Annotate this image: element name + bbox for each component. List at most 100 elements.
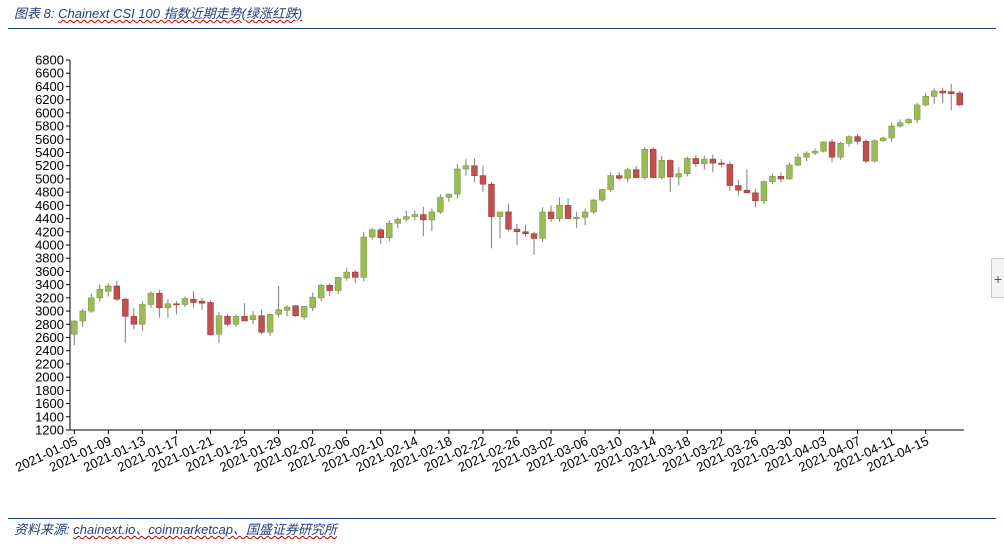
- candle-up: [403, 216, 410, 220]
- title-divider: [8, 28, 996, 29]
- candle-up: [275, 309, 282, 315]
- candle-up: [769, 175, 776, 182]
- candle-up: [343, 271, 350, 279]
- source-text: chainext.io、coinmarketcap、国盛证券研究所: [73, 522, 337, 537]
- candle-up: [888, 125, 895, 139]
- y-tick-label: 3800: [35, 251, 64, 266]
- candle-down: [156, 292, 163, 309]
- candle-up: [88, 297, 95, 312]
- candle-down: [258, 315, 265, 333]
- y-tick-label: 1800: [35, 383, 64, 398]
- expand-plus-button[interactable]: +: [991, 258, 1004, 298]
- candle-up: [701, 158, 708, 165]
- candle-down: [564, 205, 572, 219]
- candlestick-chart: 1200140016001800200022002400260028003000…: [13, 53, 964, 475]
- candle-up: [539, 211, 546, 239]
- y-tick-label: 6600: [35, 66, 64, 81]
- candle-up: [105, 285, 112, 292]
- candle-down: [743, 189, 751, 194]
- candle-down: [777, 175, 785, 180]
- y-tick-label: 5000: [35, 171, 64, 186]
- candle-down: [522, 231, 529, 235]
- candle-down: [692, 158, 699, 165]
- candle-up: [147, 292, 155, 305]
- y-tick-label: 2600: [35, 330, 64, 345]
- candle-down: [667, 160, 674, 178]
- candle-down: [547, 211, 555, 219]
- source-note: 资料来源: chainext.io、coinmarketcap、国盛证券研究所: [14, 519, 337, 538]
- candle-down: [735, 185, 742, 191]
- y-tick-label: 5800: [35, 119, 64, 134]
- candle-up: [411, 214, 419, 217]
- candle-up: [360, 236, 367, 278]
- candle-down: [479, 175, 487, 185]
- candle-up: [922, 96, 929, 106]
- candle-up: [556, 205, 563, 219]
- candle-up: [871, 140, 878, 162]
- candle-up: [581, 211, 589, 218]
- candle-up: [820, 141, 827, 152]
- candle-down: [513, 228, 521, 233]
- y-tick-label: 2200: [35, 356, 64, 371]
- candle-up: [309, 296, 316, 309]
- y-tick-label: 3600: [35, 264, 64, 279]
- candle-up: [598, 189, 606, 201]
- candle-down: [726, 164, 734, 186]
- candle-down: [326, 285, 333, 291]
- candle-up: [394, 218, 401, 224]
- candle-up: [300, 306, 308, 318]
- y-tick-label: 6400: [35, 79, 64, 94]
- y-tick-label: 4000: [35, 238, 64, 253]
- y-tick-label: 4400: [35, 211, 64, 226]
- candle-down: [224, 316, 231, 325]
- candle-up: [317, 285, 325, 299]
- candle-down: [956, 92, 963, 106]
- candle-up: [760, 181, 768, 202]
- candle-down: [292, 305, 299, 316]
- candle-up: [607, 175, 614, 190]
- plus-icon: +: [993, 271, 1003, 287]
- candle-up: [249, 315, 257, 320]
- y-tick-label: 5200: [35, 158, 64, 173]
- figure-title-prefix: 图表 8:: [14, 6, 55, 21]
- candle-up: [624, 169, 631, 179]
- candle-up: [811, 150, 819, 154]
- candle-down: [471, 165, 478, 176]
- candle-up: [181, 298, 189, 305]
- candle-up: [139, 304, 146, 325]
- y-tick-label: 6200: [35, 92, 64, 107]
- candle-down: [130, 316, 138, 325]
- y-tick-label: 5600: [35, 132, 64, 147]
- candle-up: [164, 303, 172, 309]
- candle-down: [207, 302, 214, 336]
- candle-up: [215, 315, 223, 335]
- y-tick-label: 3400: [35, 277, 64, 292]
- candle-down: [828, 141, 836, 158]
- candle-up: [879, 137, 887, 141]
- candle-up: [71, 320, 78, 335]
- y-tick-label: 1400: [35, 409, 64, 424]
- candle-down: [198, 300, 206, 304]
- y-tick-label: 6800: [35, 53, 64, 68]
- y-tick-label: 4800: [35, 185, 64, 200]
- candle-down: [122, 298, 129, 317]
- y-tick-label: 5400: [35, 145, 64, 160]
- candle-up: [641, 148, 648, 178]
- candle-down: [505, 211, 512, 230]
- candle-down: [650, 148, 657, 178]
- y-tick-label: 4600: [35, 198, 64, 213]
- candle-up: [684, 158, 691, 174]
- candle-up: [79, 310, 86, 322]
- candle-up: [496, 211, 504, 217]
- y-tick-label: 1600: [35, 396, 64, 411]
- candle-up: [462, 165, 470, 170]
- candle-down: [113, 285, 121, 300]
- candle-down: [709, 158, 717, 164]
- candle-up: [445, 193, 453, 198]
- candle-down: [939, 90, 946, 94]
- candle-up: [283, 306, 291, 311]
- candle-down: [352, 271, 359, 278]
- candle-up: [913, 104, 921, 120]
- source-divider: [8, 518, 996, 519]
- candle-up: [675, 173, 682, 178]
